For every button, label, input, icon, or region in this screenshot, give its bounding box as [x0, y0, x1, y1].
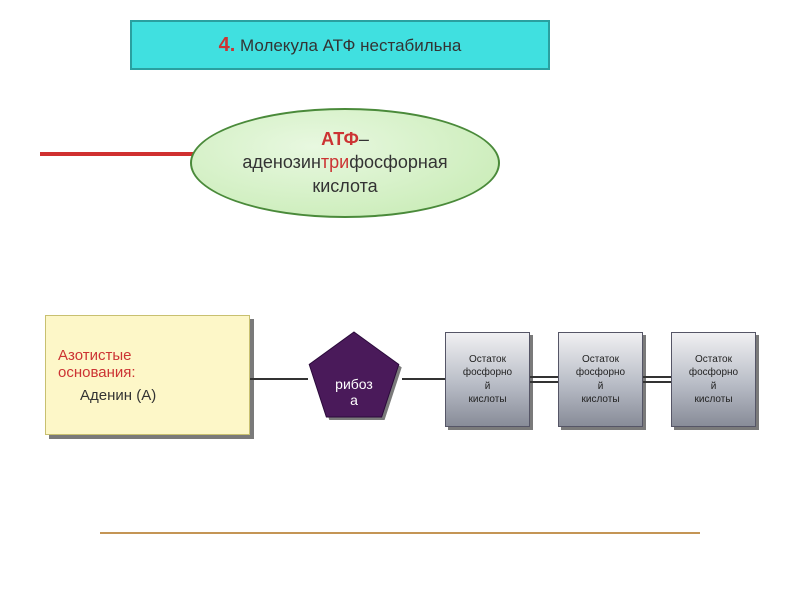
connector-double-2a: [643, 376, 671, 378]
connector-single-2: [402, 378, 445, 380]
phosphate-l1: Остаток: [695, 353, 732, 367]
title-prefix: 4.: [219, 34, 236, 56]
pentagon-label-l2: а: [350, 392, 358, 408]
yellow-line3: Аденин (А): [58, 387, 237, 404]
phosphate-l1: Остаток: [582, 353, 619, 367]
title-box: 4. Молекула АТФ нестабильна: [130, 20, 550, 70]
phosphate-l4: кислоты: [694, 393, 732, 407]
phosphate-box-1: Остаток фосфорно й кислоты: [445, 332, 530, 427]
ellipse-tri: три: [321, 152, 349, 172]
ellipse-line1: АТФ–: [321, 128, 369, 151]
footer-line: [100, 532, 700, 534]
nitrogen-base-box: Азотистые основания: Аденин (А): [45, 315, 250, 435]
connector-double-1a: [530, 376, 558, 378]
yellow-line1: Азотистые: [58, 347, 237, 364]
connector-double-2b: [643, 381, 671, 383]
yellow-line2: основания:: [58, 364, 237, 381]
phosphate-box-2: Остаток фосфорно й кислоты: [558, 332, 643, 427]
ellipse-pre-tri: аденозин: [242, 152, 321, 172]
phosphate-l4: кислоты: [468, 393, 506, 407]
ellipse-dash: –: [359, 129, 369, 149]
ellipse-line3: кислота: [312, 175, 377, 198]
phosphate-l2: фосфорно: [463, 366, 512, 380]
ribose-pentagon: рибоз а: [305, 330, 403, 428]
phosphate-l1: Остаток: [469, 353, 506, 367]
phosphate-l2: фосфорно: [576, 366, 625, 380]
phosphate-l2: фосфорно: [689, 366, 738, 380]
ellipse-post-tri: фосфорная: [349, 152, 447, 172]
connector-double-1b: [530, 381, 558, 383]
phosphate-l3: й: [485, 380, 491, 394]
ellipse-atf: АТФ: [321, 129, 359, 149]
connector-single-1: [250, 378, 308, 380]
pentagon-label-l1: рибоз: [335, 376, 373, 392]
phosphate-l3: й: [711, 380, 717, 394]
pentagon-label: рибоз а: [305, 376, 403, 408]
phosphate-l4: кислоты: [581, 393, 619, 407]
phosphate-l3: й: [598, 380, 604, 394]
title-text: Молекула АТФ нестабильна: [235, 36, 461, 55]
ellipse-line2: аденозинтрифосфорная: [242, 151, 447, 174]
atp-ellipse: АТФ– аденозинтрифосфорная кислота: [190, 108, 500, 218]
phosphate-box-3: Остаток фосфорно й кислоты: [671, 332, 756, 427]
